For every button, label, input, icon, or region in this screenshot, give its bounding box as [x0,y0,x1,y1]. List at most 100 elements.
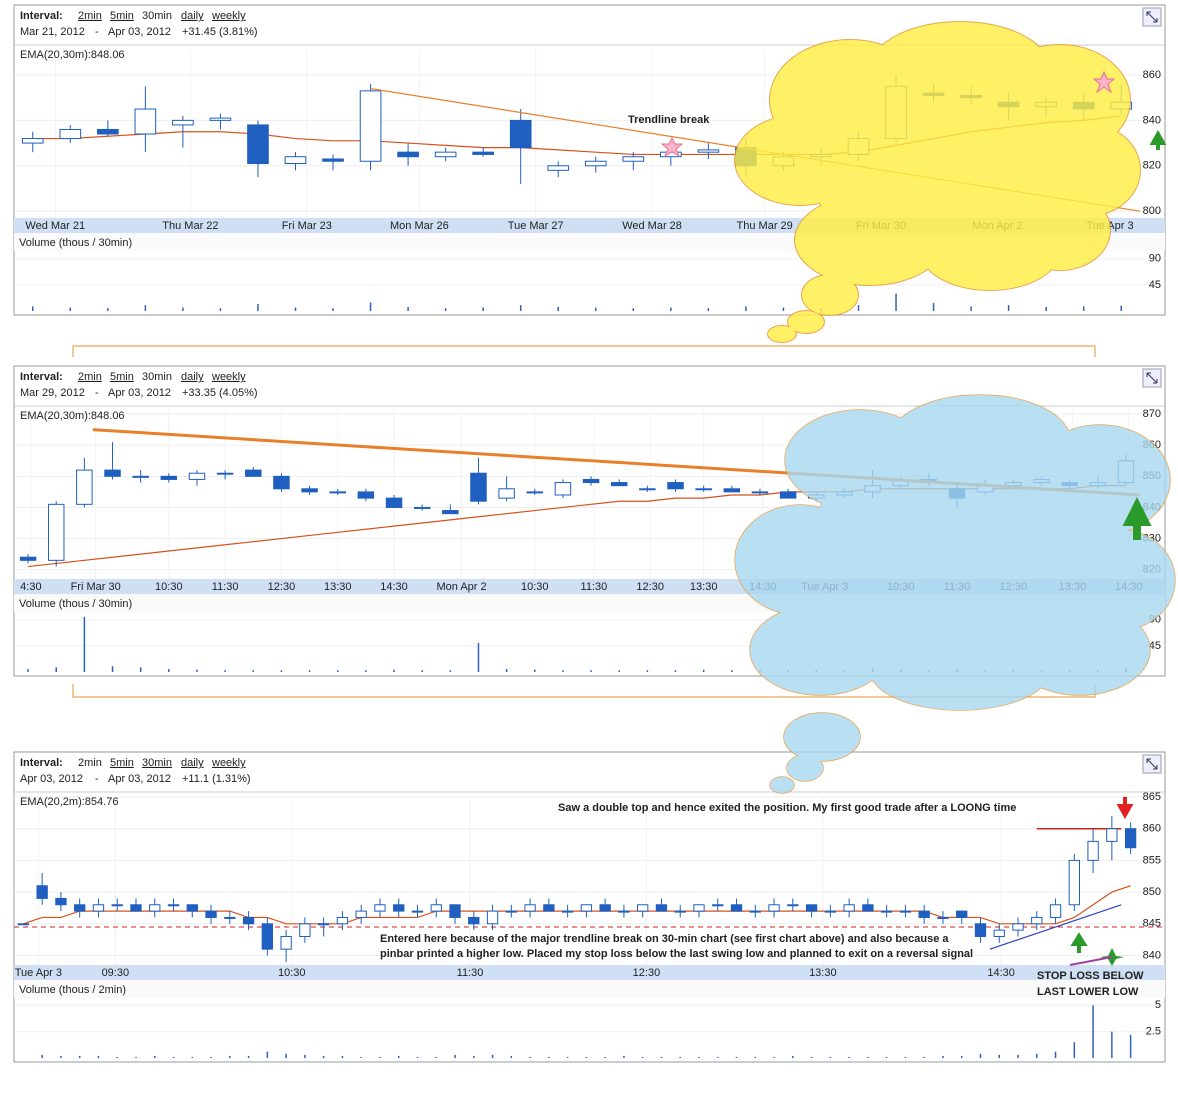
volume-bar [111,666,114,672]
candle-body [385,497,403,508]
interval-link[interactable]: daily [181,10,204,22]
y-tick-label: 865 [1143,791,1161,803]
candle-body [19,556,37,561]
candle-body [111,904,123,907]
volume-bar [618,670,620,672]
x-tick-label: 12:30 [268,581,296,593]
volume-bar [660,1056,663,1058]
annotation: Entered here because of the major trendl… [380,933,949,945]
volume-bar [435,1056,437,1058]
candle-body [561,910,574,913]
volume-bar [510,1055,513,1058]
volume-bar [83,616,86,672]
y-tick-label: 840 [1143,949,1161,961]
candle-body [582,478,600,484]
candle-body [130,904,142,912]
candle-body [956,910,968,918]
x-tick-label: 14:30 [987,967,1015,979]
candle-body [639,488,656,491]
interval-link[interactable]: 5min [110,10,134,22]
candle-body [1012,923,1024,931]
candle-body [299,923,311,937]
candle-body [693,904,705,912]
volume-tick-label: 45 [1149,279,1161,291]
volume-tick-label: 2.5 [1146,1026,1161,1038]
volume-bar [745,306,747,311]
x-tick-label: 11:30 [581,581,608,593]
x-tick-label: Fri Mar 30 [71,581,121,593]
date-to: Apr 03, 2012 [108,773,171,785]
volume-bar [773,1056,775,1058]
candle-body [413,506,431,509]
candle-body [21,138,44,144]
price-change: +33.35 (4.05%) [182,387,258,399]
interval-link[interactable]: weekly [211,757,246,769]
volume-bar [294,307,297,311]
candle-body [899,910,912,913]
volume-bar [379,1056,381,1058]
candle-body [1087,840,1099,861]
ema-label: EMA(20,2m):854.76 [20,796,118,808]
candle-body [104,469,121,477]
volume-bar [332,308,334,311]
candle-body [242,916,255,925]
candle-body [723,488,741,493]
candle-body [167,904,180,907]
candle-body [55,897,67,906]
candle-body [186,904,198,912]
volume-bar [27,669,29,672]
ema-label: EMA(20,30m):848.06 [20,49,125,61]
volume-bar [885,1056,888,1058]
candle-body [261,923,274,950]
candle-body [273,475,290,490]
date-separator: - [95,26,99,38]
candle-body [442,510,459,515]
candle-body [974,923,987,937]
expand-icon-glyph [1146,11,1158,23]
volume-bar [1036,1053,1038,1058]
candle-body [918,910,930,918]
candle-body [674,910,686,913]
interval-link[interactable]: weekly [211,371,246,383]
volume-bar [393,669,395,672]
interval-link[interactable]: daily [181,371,204,383]
interval-link[interactable]: weekly [211,10,246,22]
interval-link[interactable]: 2min [78,10,102,22]
candle-body [188,472,206,480]
candle-body [47,503,65,561]
candle-body [329,491,346,494]
interval-link[interactable]: daily [181,757,204,769]
interval-link[interactable]: 5min [110,757,134,769]
candle-body [76,469,93,505]
volume-bar [55,667,57,672]
candle-body [301,488,318,493]
volume-bar [1120,305,1122,311]
interval-link[interactable]: 5min [110,371,134,383]
volume-bar [224,670,226,672]
volume-bar [69,307,72,311]
date-to: Apr 03, 2012 [108,26,171,38]
interval-link[interactable]: 30min [142,757,172,769]
x-tick-label: 13:30 [324,581,352,593]
volume-bar [308,670,311,672]
volume-bar [595,307,597,311]
x-tick-label: 11:30 [457,967,484,979]
candle-body [434,151,457,158]
volume-bar [679,1056,681,1058]
x-tick-label: Thu Mar 29 [737,220,793,232]
x-tick-label: 12:30 [633,967,661,979]
volume-label-band [14,980,1165,998]
volume-bar [1017,1054,1019,1058]
candle-body [584,160,607,167]
interval-link[interactable]: 2min [78,371,102,383]
price-change: +31.45 (3.81%) [182,26,258,38]
candle-body [751,491,769,494]
volume-bar [477,643,480,672]
candle-body [411,910,424,913]
x-tick-label: 11:30 [212,581,239,593]
header-band [15,753,1164,791]
candle-body [610,482,628,487]
candle-body [749,910,761,913]
candle-body [599,904,611,912]
volume-bar [1007,305,1010,311]
